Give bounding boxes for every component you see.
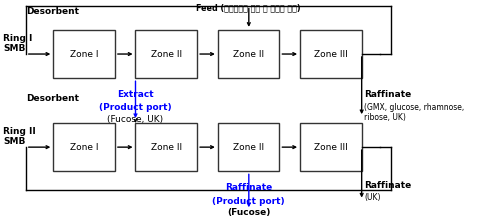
FancyBboxPatch shape bbox=[218, 30, 280, 78]
Text: Extract: Extract bbox=[117, 90, 154, 99]
FancyBboxPatch shape bbox=[300, 123, 362, 171]
FancyBboxPatch shape bbox=[53, 30, 115, 78]
Text: Zone II: Zone II bbox=[151, 49, 182, 59]
FancyBboxPatch shape bbox=[218, 123, 280, 171]
FancyBboxPatch shape bbox=[53, 123, 115, 171]
Text: Raffinate: Raffinate bbox=[364, 90, 411, 99]
Text: Ring II
SMB: Ring II SMB bbox=[3, 127, 36, 146]
Text: (Fucose): (Fucose) bbox=[227, 208, 270, 216]
Text: Raffinate: Raffinate bbox=[225, 183, 272, 192]
Text: Desorbent: Desorbent bbox=[26, 94, 79, 103]
Text: (Product port): (Product port) bbox=[213, 197, 285, 206]
Text: Feed (푸코이단의 당화 및 전처리 용액): Feed (푸코이단의 당화 및 전처리 용액) bbox=[197, 4, 301, 13]
Text: Zone I: Zone I bbox=[70, 143, 98, 152]
Text: Raffinate: Raffinate bbox=[364, 181, 411, 190]
Text: Zone II: Zone II bbox=[233, 49, 264, 59]
Text: ribose, UK): ribose, UK) bbox=[364, 113, 406, 122]
Text: (Product port): (Product port) bbox=[99, 103, 172, 113]
Text: Zone III: Zone III bbox=[314, 143, 348, 152]
Text: (GMX, glucose, rhamnose,: (GMX, glucose, rhamnose, bbox=[364, 103, 464, 113]
FancyBboxPatch shape bbox=[135, 30, 197, 78]
FancyBboxPatch shape bbox=[135, 123, 197, 171]
Text: (UK): (UK) bbox=[364, 193, 380, 202]
FancyBboxPatch shape bbox=[300, 30, 362, 78]
Text: Ring I
SMB: Ring I SMB bbox=[3, 34, 32, 53]
Text: Zone I: Zone I bbox=[70, 49, 98, 59]
Text: Zone III: Zone III bbox=[314, 49, 348, 59]
Text: (Fucose, UK): (Fucose, UK) bbox=[107, 115, 163, 124]
Text: Desorbent: Desorbent bbox=[26, 6, 79, 16]
Text: Zone II: Zone II bbox=[233, 143, 264, 152]
Text: Zone II: Zone II bbox=[151, 143, 182, 152]
